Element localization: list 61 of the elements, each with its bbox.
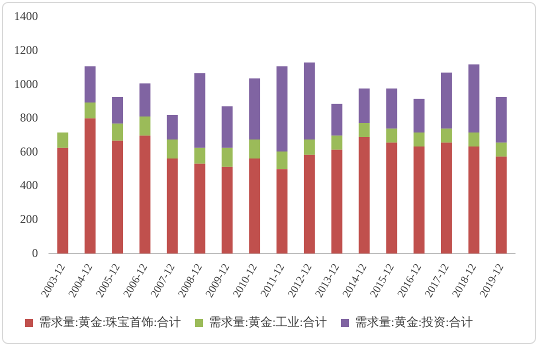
- legend-label: 需求量:黄金:工业:合计: [209, 315, 328, 330]
- bar: [496, 142, 507, 157]
- bar: [249, 78, 260, 140]
- bar: [276, 152, 288, 170]
- bar: [331, 104, 342, 136]
- bar: [440, 128, 452, 143]
- bar: [440, 72, 452, 129]
- bar: [468, 64, 480, 132]
- bar: [276, 169, 288, 254]
- bar: [414, 98, 425, 132]
- bar: [194, 148, 206, 164]
- bar: [112, 124, 124, 141]
- bar: [496, 156, 507, 254]
- bar: [166, 158, 178, 254]
- bar: [194, 164, 206, 254]
- legend-label: 需求量:黄金:珠宝首饰:合计: [39, 315, 182, 330]
- bar: [414, 132, 425, 146]
- bar: [222, 106, 233, 148]
- bar: [414, 146, 425, 254]
- bar: [358, 88, 370, 123]
- bar: [84, 66, 96, 103]
- y-tick-label: 1200: [14, 42, 38, 57]
- y-tick-label: 800: [20, 110, 38, 125]
- bar: [166, 115, 178, 140]
- y-tick-label: 200: [20, 212, 38, 226]
- bar: [222, 148, 233, 167]
- y-tick-label: 0: [32, 246, 38, 260]
- bar: [304, 140, 315, 155]
- bar: [249, 140, 260, 158]
- bar: [358, 122, 370, 138]
- bar: [194, 73, 206, 148]
- bar: [139, 83, 150, 117]
- bar: [249, 158, 260, 254]
- bar: [84, 118, 96, 254]
- bar: [276, 66, 288, 152]
- legend-label: 需求量:黄金:投资:合计: [355, 315, 474, 330]
- bar: [166, 140, 178, 158]
- bar: [57, 148, 68, 254]
- bar: [386, 142, 398, 254]
- y-tick-label: 400: [20, 178, 38, 192]
- bar: [358, 137, 370, 254]
- bar: [331, 150, 342, 254]
- bar: [440, 142, 452, 254]
- bar: [304, 62, 315, 140]
- bar: [468, 146, 480, 254]
- bar: [386, 128, 398, 143]
- bar: [139, 116, 150, 136]
- bar: [386, 88, 398, 129]
- y-tick-label: 600: [20, 144, 38, 158]
- bar: [112, 96, 124, 124]
- y-tick-label: 1400: [14, 9, 38, 24]
- bar: [139, 136, 150, 254]
- bar: [304, 154, 315, 254]
- bar: [57, 132, 68, 148]
- y-tick-label: 1000: [14, 76, 38, 91]
- bar: [84, 102, 96, 118]
- bar: [112, 140, 124, 254]
- bar: [331, 136, 342, 150]
- bar: [468, 132, 480, 146]
- bar: [222, 166, 233, 254]
- bar: [496, 96, 507, 143]
